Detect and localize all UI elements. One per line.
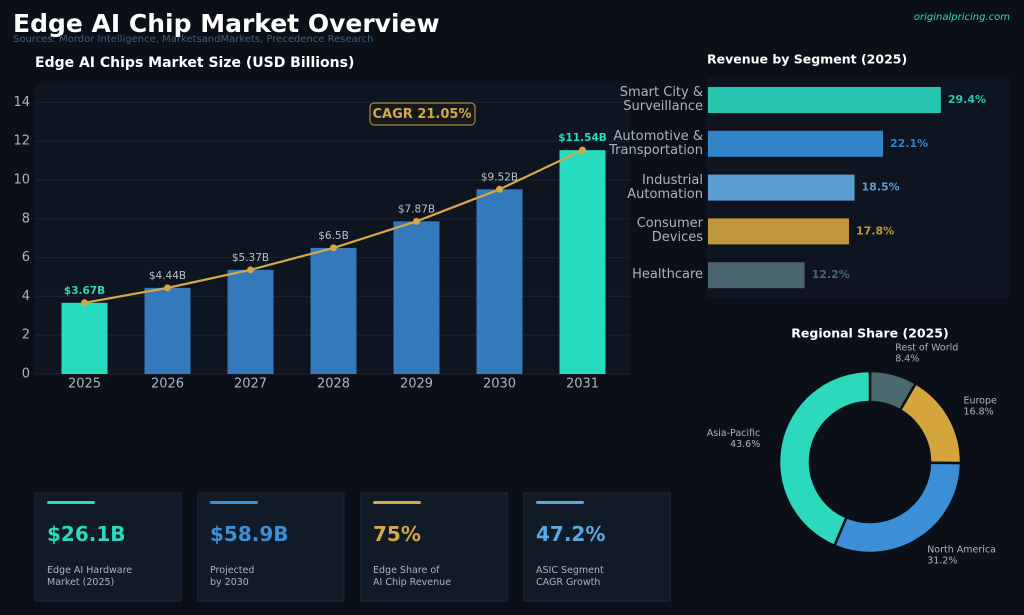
page-title: Edge AI Chip Market Overview [13, 9, 440, 38]
card-label: Edge AI Hardware Market (2025) [47, 565, 133, 588]
bar [559, 150, 606, 374]
category-label: Industrial Automation [627, 172, 703, 202]
annotation-box [369, 102, 476, 126]
card-label: ASIC Segment CAGR Growth [536, 565, 604, 588]
y-tick-label: 4 [22, 289, 30, 304]
card-accent [210, 501, 258, 504]
trend-point [579, 146, 586, 154]
bar [708, 87, 941, 113]
y-tick-label: 14 [13, 95, 30, 110]
bar [708, 218, 849, 245]
card-accent [373, 501, 421, 504]
x-tick-label: 2029 [400, 377, 433, 392]
y-tick-label: 2 [22, 328, 30, 343]
bar [708, 262, 805, 289]
value-label: $7.87B [398, 203, 435, 215]
card-value: 75% [373, 522, 421, 546]
value-label: $11.54B [558, 132, 607, 144]
category-label: Consumer Devices [636, 216, 703, 246]
value-label: $6.5B [318, 230, 349, 242]
bar [61, 302, 108, 374]
bar [310, 247, 357, 374]
y-tick-label: 10 [13, 173, 30, 188]
value-label: $4.44B [149, 270, 186, 282]
y-tick-label: 12 [13, 134, 30, 149]
card-accent [536, 501, 584, 504]
y-tick-label: 8 [22, 211, 30, 226]
card-value: $26.1B [47, 522, 126, 546]
chart-title: Edge AI Chips Market Size (USD Billions) [35, 55, 354, 71]
donut-slice [832, 461, 963, 555]
value-label: $9.52B [481, 171, 518, 183]
slice-value: 31.2% [927, 555, 957, 566]
bar [393, 221, 440, 374]
card-label: Projected by 2030 [210, 565, 255, 588]
x-tick-label: 2025 [68, 377, 101, 392]
kpi-card [34, 492, 182, 602]
trend-point [330, 244, 337, 252]
y-tick-label: 0 [22, 367, 30, 382]
value-label: $3.67B [64, 285, 105, 297]
bar [227, 269, 274, 374]
donut-slice [898, 381, 963, 465]
value-label: 18.5% [862, 181, 900, 194]
subtitle: Sources: Mordor Intelligence, Marketsand… [13, 34, 374, 45]
x-tick-label: 2030 [483, 377, 516, 392]
value-label: 12.2% [812, 268, 850, 281]
value-label: 17.8% [856, 224, 894, 237]
trend-point [413, 217, 420, 225]
x-tick-label: 2026 [151, 377, 184, 392]
slice-label: Asia-Pacific [707, 428, 761, 439]
value-label: 29.4% [948, 93, 986, 106]
category-label: Healthcare [632, 267, 703, 283]
x-tick-label: 2028 [317, 377, 350, 392]
bar [144, 287, 191, 374]
value-label: 22.1% [890, 137, 928, 150]
card-label: Edge Share of AI Chip Revenue [373, 565, 452, 588]
slice-value: 16.8% [963, 406, 993, 417]
card-value: $58.9B [210, 522, 289, 546]
slice-label: North America [927, 544, 996, 555]
bar [708, 174, 855, 201]
kpi-card [360, 492, 508, 602]
card-accent [47, 501, 95, 504]
y-tick-label: 6 [22, 250, 30, 265]
slice-value: 43.6% [730, 439, 760, 450]
chart-title: Regional Share (2025) [791, 326, 948, 341]
kpi-card [523, 492, 671, 602]
bar [708, 130, 884, 157]
chart-title: Revenue by Segment (2025) [707, 52, 907, 67]
category-label: Smart City & Surveillance [619, 85, 703, 114]
annotation: CAGR 21.05% [373, 107, 472, 122]
slice-label: Rest of World [895, 342, 958, 353]
slice-value: 8.4% [895, 353, 919, 364]
trend-point [247, 266, 254, 274]
trend-point [496, 185, 503, 193]
brand: originalpricing.com [913, 12, 1010, 23]
bar [476, 189, 523, 374]
x-tick-label: 2027 [234, 377, 267, 392]
slice-label: Europe [963, 395, 997, 406]
category-label: Automotive & Transportation [609, 128, 703, 158]
kpi-card [197, 492, 345, 602]
trend-point [164, 284, 171, 292]
value-label: $5.37B [232, 252, 269, 264]
x-tick-label: 2031 [566, 377, 599, 392]
donut-slice [777, 369, 872, 548]
trend-point [81, 299, 88, 307]
card-value: 47.2% [536, 522, 606, 546]
